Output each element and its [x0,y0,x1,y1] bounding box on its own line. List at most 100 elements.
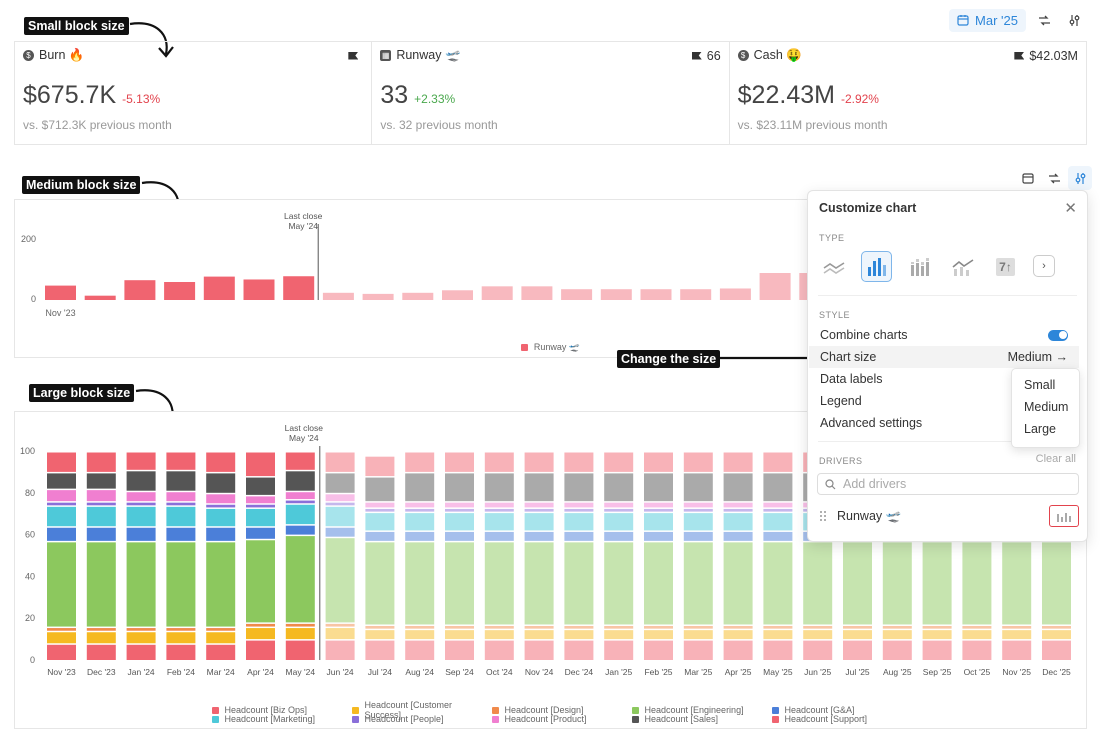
bar-segment[interactable] [564,508,594,512]
bar-segment[interactable] [1042,630,1071,640]
bar-segment[interactable] [564,625,594,629]
bar-segment[interactable] [723,531,753,541]
bar-segment[interactable] [325,623,355,627]
bar-segment[interactable] [683,473,713,502]
bar-segment[interactable] [405,531,435,541]
bar-segment[interactable] [484,625,514,629]
bar-segment[interactable] [564,640,594,660]
bar-segment[interactable] [325,628,355,640]
bar-segment[interactable] [604,513,634,531]
bar-segment[interactable] [564,630,594,640]
bar-segment[interactable] [206,644,236,660]
bar-segment[interactable] [922,640,952,660]
bar-segment[interactable] [126,502,156,506]
bar-segment[interactable] [484,531,514,541]
bar-segment[interactable] [86,542,116,627]
bar-segment[interactable] [445,513,474,531]
bar-segment[interactable] [246,452,275,477]
bar-segment[interactable] [405,630,435,640]
bar-segment[interactable] [484,640,514,660]
bar-segment[interactable] [683,502,713,508]
bar[interactable] [680,289,712,300]
bar-segment[interactable] [47,506,76,527]
bar-segment[interactable] [166,502,196,506]
bar[interactable] [124,280,156,300]
bar-segment[interactable] [246,628,275,640]
bar[interactable] [322,292,354,300]
bar-segment[interactable] [803,625,833,629]
bar-segment[interactable] [365,625,395,629]
bar-segment[interactable] [126,527,156,541]
bar-segment[interactable] [644,452,673,472]
bar-segment[interactable] [246,477,275,495]
bar-segment[interactable] [882,630,912,640]
bar-segment[interactable] [285,471,315,491]
bar-segment[interactable] [564,473,594,502]
bar-segment[interactable] [47,628,76,631]
bar-segment[interactable] [644,513,673,531]
bar-segment[interactable] [644,542,673,625]
bar-segment[interactable] [285,452,315,470]
bar-segment[interactable] [86,490,116,502]
bar-segment[interactable] [86,473,116,489]
bar-segment[interactable] [365,502,395,508]
bar-segment[interactable] [47,502,76,506]
bar-segment[interactable] [47,527,76,541]
bar[interactable] [561,289,593,300]
type-bar-button[interactable] [861,251,892,282]
bar[interactable] [402,292,434,300]
bar-segment[interactable] [126,471,156,491]
size-option-large[interactable]: Large [1024,422,1056,436]
add-drivers-input[interactable] [843,477,1063,491]
bar-segment[interactable] [843,625,872,629]
bar-segment[interactable] [246,540,275,623]
bar-segment[interactable] [604,542,634,625]
bar-segment[interactable] [285,640,315,660]
bar-segment[interactable] [882,625,912,629]
bar-segment[interactable] [166,471,196,491]
bar[interactable] [243,279,275,300]
bar-segment[interactable] [405,542,435,625]
bar-segment[interactable] [246,496,275,504]
bar-segment[interactable] [166,542,196,627]
bar-segment[interactable] [325,640,355,660]
combine-charts-row[interactable]: Combine charts [809,324,1079,346]
size-option-medium[interactable]: Medium [1024,400,1069,414]
bar-segment[interactable] [962,630,992,640]
drag-handle-icon[interactable] [819,510,827,522]
bar-segment[interactable] [166,628,196,631]
bar-segment[interactable] [365,542,395,625]
bar-segment[interactable] [86,632,116,644]
bar-segment[interactable] [285,500,315,504]
bar-segment[interactable] [445,542,474,625]
kpi-card-runway[interactable]: ▦ Runway 🛫 66 33 +2.33% vs. 32 previous mo… [372,42,730,144]
date-picker-button[interactable]: Mar '25 [949,8,1026,32]
bar-segment[interactable] [683,513,713,531]
bar-segment[interactable] [1042,542,1071,625]
bar-segment[interactable] [166,632,196,644]
bar-segment[interactable] [86,506,116,527]
close-icon[interactable]: ✕ [1064,200,1077,217]
bar-segment[interactable] [962,640,992,660]
chart-date-button[interactable] [1016,166,1040,190]
bar[interactable] [203,276,235,300]
bar-segment[interactable] [723,542,753,625]
bar-segment[interactable] [86,527,116,541]
bar-segment[interactable] [445,630,474,640]
bar-segment[interactable] [405,502,435,508]
bar-segment[interactable] [325,506,355,527]
bar-segment[interactable] [763,508,793,512]
bar-segment[interactable] [524,452,554,472]
chart-customize-button[interactable] [1068,166,1092,190]
bar-segment[interactable] [723,625,753,629]
bar-segment[interactable] [246,640,275,660]
bar-segment[interactable] [524,531,554,541]
type-number-button[interactable]: 7↑ [990,251,1021,282]
bar-segment[interactable] [206,527,236,541]
bar-segment[interactable] [365,456,395,477]
bar-segment[interactable] [683,640,713,660]
bar-segment[interactable] [962,625,992,629]
bar-segment[interactable] [325,452,355,472]
bar-segment[interactable] [644,640,673,660]
bar-segment[interactable] [1002,630,1032,640]
